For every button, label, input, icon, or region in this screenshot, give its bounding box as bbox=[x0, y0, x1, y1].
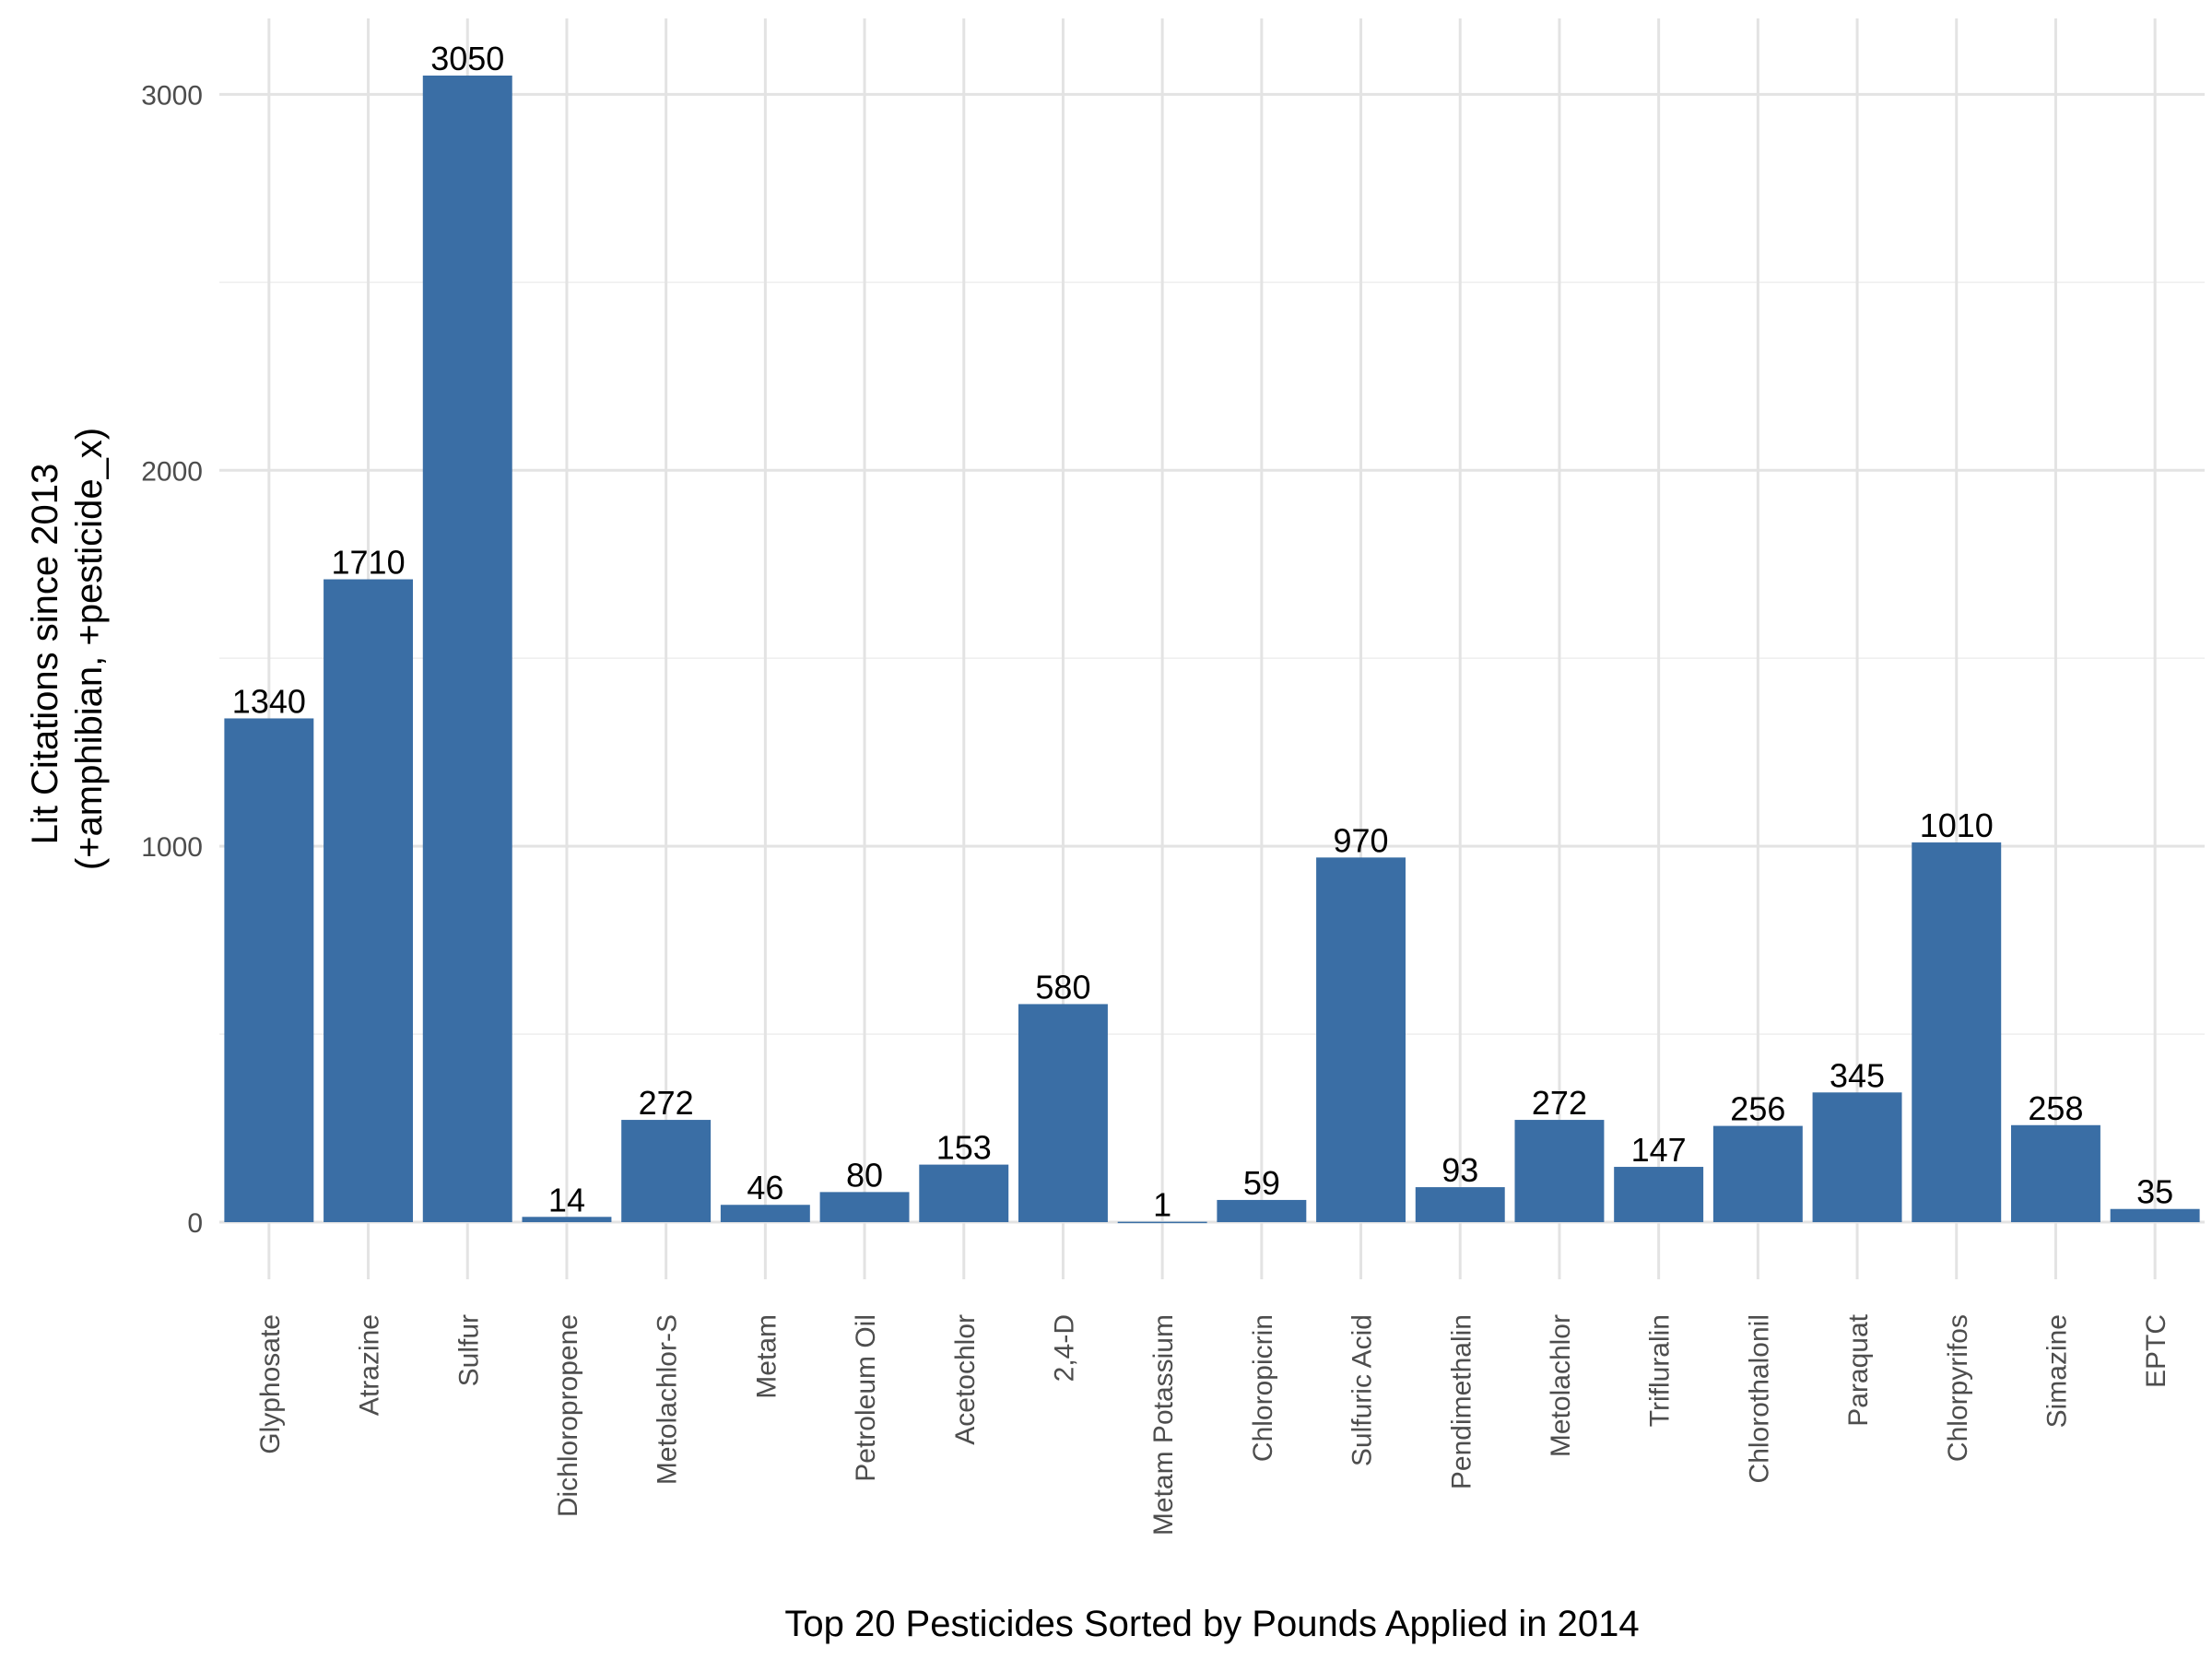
bar bbox=[324, 579, 414, 1223]
data-label: 3050 bbox=[430, 40, 504, 77]
x-tick-label: Chlorothalonil bbox=[1744, 1314, 1774, 1483]
x-tick-label: Acetochlor bbox=[950, 1314, 981, 1445]
data-label: 258 bbox=[2028, 1089, 2083, 1127]
value-labels: 1340 1710 3050 14 272 46 80 153 580 1 59 970 93 272 14… bbox=[232, 40, 2173, 1224]
data-label: 256 bbox=[1730, 1090, 1785, 1128]
x-tick-label: Pendimethalin bbox=[1446, 1314, 1477, 1489]
y-axis-title-line-2: (+amphibian, +pesticide_x) bbox=[69, 428, 110, 870]
bar bbox=[224, 718, 314, 1223]
bar bbox=[1117, 1221, 1207, 1224]
y-axis-title: Lit Citations since 2013 (+amphibian, +p… bbox=[25, 428, 110, 870]
x-tick-label: Chloropicrin bbox=[1248, 1314, 1278, 1462]
bar bbox=[1316, 857, 1406, 1223]
data-label: 1340 bbox=[232, 682, 306, 720]
bar bbox=[1018, 1004, 1108, 1223]
bar bbox=[919, 1164, 1009, 1223]
x-tick-label: Atrazine bbox=[355, 1314, 385, 1416]
y-tick-label: 1000 bbox=[141, 832, 203, 863]
data-label: 1710 bbox=[332, 544, 406, 582]
bar bbox=[621, 1120, 712, 1223]
data-label: 35 bbox=[2136, 1173, 2173, 1211]
data-label: 272 bbox=[639, 1084, 694, 1122]
bar bbox=[1415, 1187, 1505, 1223]
data-label: 14 bbox=[548, 1181, 585, 1218]
data-label: 93 bbox=[1441, 1151, 1478, 1189]
bar bbox=[1812, 1092, 1902, 1223]
data-label: 80 bbox=[846, 1156, 883, 1194]
data-label: 345 bbox=[1830, 1056, 1885, 1094]
x-tick-label: Sulfuric Acid bbox=[1347, 1314, 1378, 1466]
bar bbox=[819, 1192, 910, 1223]
y-axis-title-line-1: Lit Citations since 2013 bbox=[25, 464, 65, 845]
grid-lines bbox=[219, 18, 2205, 1279]
y-axis-ticks: 0 1000 2000 3000 bbox=[141, 80, 203, 1239]
x-tick-label: Metolachlor-S bbox=[653, 1314, 683, 1485]
x-tick-label: Trifluralin bbox=[1645, 1314, 1676, 1427]
x-tick-label: Dichloropropene bbox=[553, 1314, 583, 1517]
bar bbox=[422, 75, 512, 1223]
bar bbox=[1514, 1120, 1605, 1223]
x-tick-label: Petroleum Oil bbox=[851, 1314, 881, 1482]
y-tick-label: 3000 bbox=[141, 80, 203, 111]
x-tick-label: Metolachlor bbox=[1546, 1314, 1576, 1457]
y-tick-label: 0 bbox=[187, 1208, 203, 1239]
x-axis-title: Top 20 Pesticides Sorted by Pounds Appli… bbox=[784, 1604, 1639, 1644]
data-label: 1 bbox=[1153, 1186, 1171, 1224]
data-label: 46 bbox=[747, 1169, 783, 1206]
x-tick-label: Chlorpyrifos bbox=[1943, 1314, 1973, 1462]
bar bbox=[1217, 1199, 1307, 1223]
x-tick-label: Glyphosate bbox=[255, 1314, 286, 1454]
x-tick-label: Metam bbox=[751, 1314, 782, 1399]
bar bbox=[522, 1217, 612, 1223]
bars bbox=[224, 75, 2200, 1224]
x-tick-label: Metam Potassium bbox=[1148, 1314, 1179, 1535]
bar bbox=[720, 1205, 810, 1223]
data-label: 272 bbox=[1532, 1084, 1587, 1122]
data-label: 580 bbox=[1035, 968, 1090, 1006]
x-tick-label: Sulfur bbox=[453, 1314, 484, 1386]
data-label: 1010 bbox=[1920, 806, 1994, 844]
bar bbox=[1912, 842, 2002, 1223]
x-tick-label: Paraquat bbox=[1843, 1313, 1874, 1426]
x-tick-label: 2,4-D bbox=[1049, 1314, 1079, 1382]
bar bbox=[2110, 1208, 2200, 1223]
data-label: 153 bbox=[936, 1129, 992, 1167]
data-label: 147 bbox=[1631, 1131, 1687, 1169]
x-axis-ticks: Glyphosate Atrazine Sulfur Dichloropropene M… bbox=[255, 1313, 2171, 1535]
data-label: 59 bbox=[1243, 1164, 1280, 1202]
y-tick-label: 2000 bbox=[141, 456, 203, 487]
bar bbox=[1712, 1125, 1803, 1223]
bar bbox=[2010, 1124, 2100, 1223]
bar bbox=[1614, 1167, 1704, 1223]
x-tick-label: Simazine bbox=[2041, 1314, 2072, 1428]
x-tick-label: EPTC bbox=[2141, 1314, 2171, 1388]
data-label: 970 bbox=[1334, 821, 1389, 859]
